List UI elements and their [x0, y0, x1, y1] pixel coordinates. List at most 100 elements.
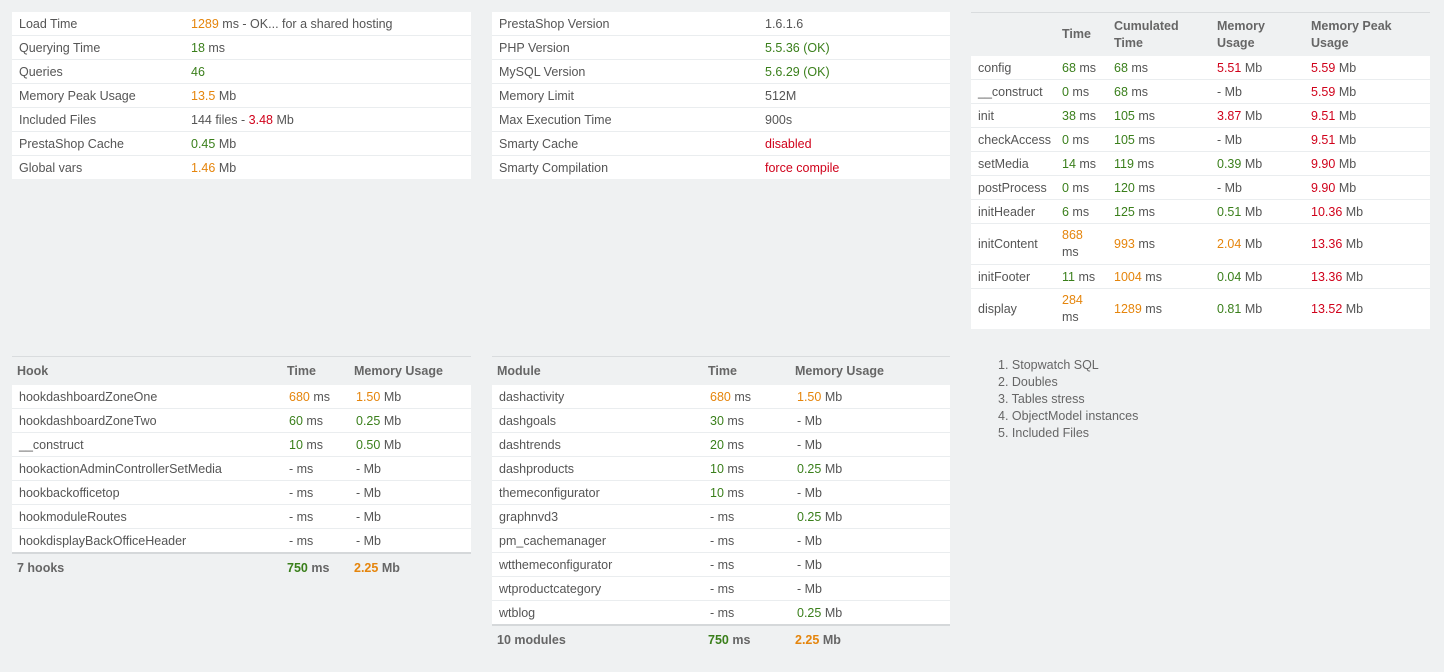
modules-memory: -: [797, 485, 802, 500]
column-header-peak: Memory Peak Usage: [1304, 12, 1430, 56]
unit: ms: [204, 40, 226, 55]
step-cumulated: 105: [1114, 132, 1135, 147]
table-row: hookdashboardZoneOne 680 ms 1.50 Mb: [12, 385, 471, 409]
unit: Mb: [1241, 156, 1263, 171]
modules-time: -: [710, 557, 715, 572]
table-row: __construct 0 ms 68 ms - Mb 5.59 Mb: [971, 79, 1430, 104]
link-stopwatch-sql[interactable]: 1. Stopwatch SQL: [998, 358, 1099, 372]
unit: ms: [714, 557, 735, 572]
link-tables-stress[interactable]: 3. Tables stress: [998, 392, 1085, 406]
modules-name: themeconfigurator: [499, 485, 600, 500]
table-row: wtblog - ms 0.25 Mb: [492, 601, 950, 626]
table-row: Smarty Cache disabled: [492, 131, 950, 156]
unit: Mb: [360, 509, 382, 524]
modules-time: -: [710, 605, 715, 620]
unit: Mb: [1342, 302, 1364, 316]
modules-time: 30: [710, 413, 724, 428]
unit: ms: [1062, 310, 1079, 324]
table-row: Queries 46: [12, 59, 471, 84]
step-cumulated: 125: [1114, 204, 1135, 219]
table-row: hookmoduleRoutes - ms - Mb: [12, 504, 471, 529]
modules-name: pm_cachemanager: [499, 533, 607, 548]
table-row: hookdashboardZoneTwo 60 ms 0.25 Mb: [12, 408, 471, 433]
hooks-time: 60: [289, 413, 303, 428]
unit: ms: [293, 461, 314, 476]
modules-time: -: [710, 581, 715, 596]
step-memory: 0.04: [1217, 269, 1242, 284]
unit: Mb: [821, 461, 843, 476]
summary-label: PrestaShop Cache: [12, 131, 184, 156]
hooks-name: hookdashboardZoneOne: [19, 389, 158, 404]
summary-label: Load Time: [12, 12, 184, 36]
unit: Mb: [1221, 84, 1243, 99]
unit: ms: [1127, 60, 1149, 75]
table-row: setMedia 14 ms 119 ms 0.39 Mb 9.90 Mb: [971, 151, 1430, 176]
version-label: PHP Version: [492, 35, 758, 60]
hooks-time: 680: [289, 389, 310, 404]
included-files-count: 144 files -: [191, 112, 249, 127]
unit: Mb: [380, 389, 402, 404]
controller-stopwatch-table: Time Cumulated Time Memory Usage Memory …: [971, 12, 1430, 329]
hooks-memory: 0.25: [356, 413, 381, 428]
cache-value: 0.45: [191, 136, 216, 151]
unit: ms: [1062, 245, 1079, 259]
unit: ms: [730, 389, 751, 404]
unit: Mb: [360, 485, 382, 500]
unit: Mb: [1335, 60, 1357, 75]
hooks-table: Hook Time Memory Usage hookdashboardZone…: [12, 356, 471, 581]
unit: ms: [1127, 84, 1149, 99]
table-row: init 38 ms 105 ms 3.87 Mb 9.51 Mb: [971, 103, 1430, 128]
unit: Mb: [801, 533, 823, 548]
step-peak: 5.59: [1311, 84, 1336, 99]
step-time: 14: [1062, 156, 1076, 171]
step-cumulated: 1289: [1114, 302, 1142, 316]
load-time-note: ms - OK... for a shared hosting: [218, 16, 393, 31]
step-peak: 9.90: [1311, 156, 1336, 171]
step-cumulated: 120: [1114, 180, 1135, 195]
unit: ms: [1134, 204, 1155, 219]
table-row: initFooter 11 ms 1004 ms 0.04 Mb 13.36 Mb: [971, 264, 1430, 289]
unit: Mb: [1221, 132, 1243, 147]
unit: Mb: [215, 88, 237, 103]
version-value: 1.6.1.6: [758, 12, 950, 36]
unit: ms: [1074, 269, 1096, 284]
unit: Mb: [1342, 204, 1364, 219]
table-row: dashactivity 680 ms 1.50 Mb: [492, 385, 950, 409]
unit: ms: [293, 485, 314, 500]
step-cumulated: 68: [1114, 84, 1128, 99]
step-time: 0: [1062, 84, 1069, 99]
table-row: graphnvd3 - ms 0.25 Mb: [492, 504, 950, 529]
table-row: dashproducts 10 ms 0.25 Mb: [492, 456, 950, 481]
unit: Mb: [801, 557, 823, 572]
step-name: postProcess: [978, 180, 1047, 195]
unit: Mb: [360, 461, 382, 476]
table-row: Memory Peak Usage 13.5 Mb: [12, 83, 471, 108]
step-peak: 5.59: [1311, 60, 1336, 75]
link-objectmodel-instances[interactable]: 4. ObjectModel instances: [998, 409, 1139, 423]
table-row: Max Execution Time 900s: [492, 107, 950, 132]
step-cumulated: 1004: [1114, 269, 1142, 284]
load-summary-table: Load Time 1289 ms - OK... for a shared h…: [12, 12, 471, 179]
unit: Mb: [1241, 60, 1263, 75]
modules-name: dashgoals: [499, 413, 556, 428]
unit: ms: [1068, 132, 1090, 147]
column-header-memory: Memory Usage: [1210, 12, 1304, 56]
unit: Mb: [360, 533, 382, 548]
version-label: Smarty Cache: [492, 131, 758, 156]
link-included-files[interactable]: 5. Included Files: [998, 426, 1090, 440]
unit: Mb: [1335, 108, 1357, 123]
modules-name: dashactivity: [499, 389, 565, 404]
hooks-time: 10: [289, 437, 303, 452]
unit: Mb: [821, 389, 843, 404]
modules-total-label: 10 modules: [492, 624, 703, 653]
link-doubles[interactable]: 2. Doubles: [998, 375, 1058, 389]
unit: Mb: [380, 413, 402, 428]
unit: Mb: [801, 413, 823, 428]
modules-name: dashtrends: [499, 437, 561, 452]
hooks-name: hookactionAdminControllerSetMedia: [19, 461, 222, 476]
hooks-total-label: 7 hooks: [12, 552, 282, 581]
step-name: __construct: [978, 84, 1043, 99]
unit: Mb: [215, 136, 237, 151]
included-files-size: 3.48: [248, 112, 274, 127]
unit: Mb: [1241, 269, 1263, 284]
